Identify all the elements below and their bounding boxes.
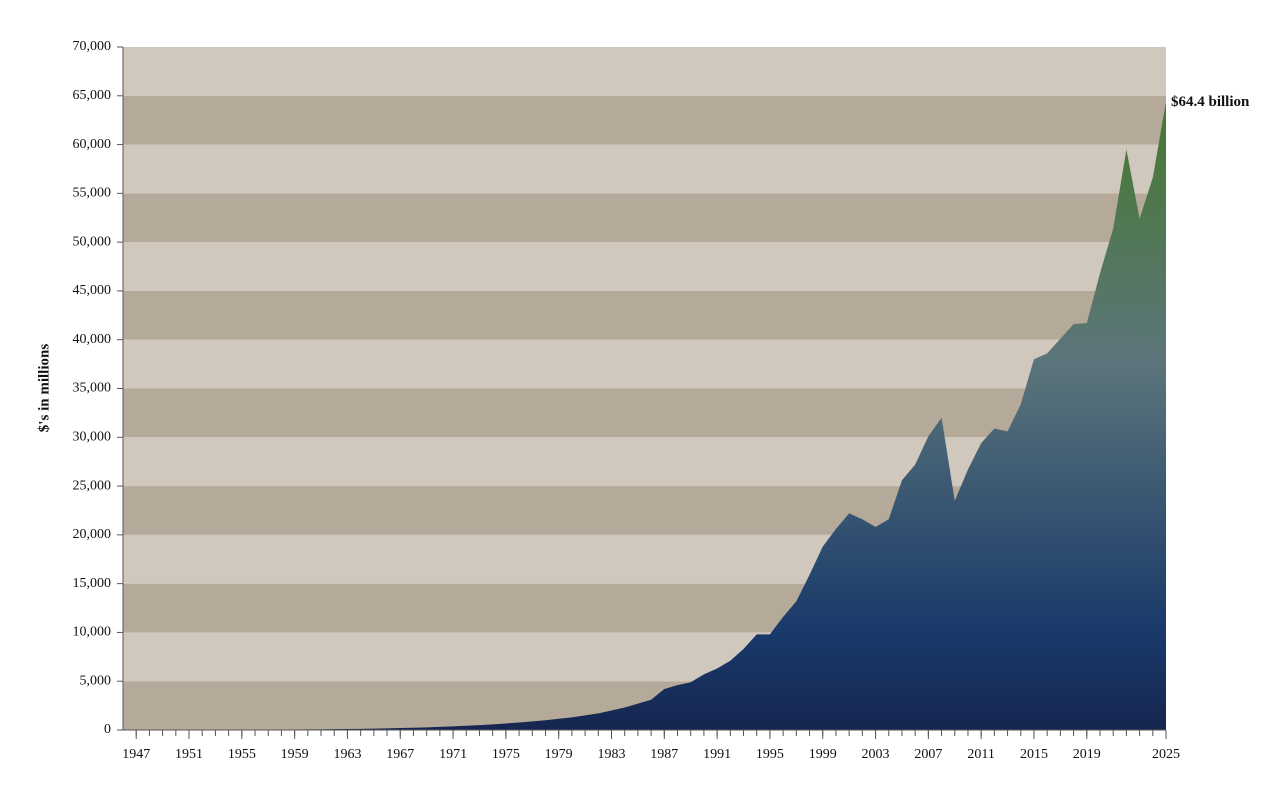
x-tick-label: 1947 — [122, 747, 150, 762]
y-tick-label: 30,000 — [73, 430, 112, 445]
grid-band — [123, 290, 1166, 340]
x-tick-label: 1975 — [492, 747, 520, 762]
x-tick-label: 2003 — [862, 747, 890, 762]
x-tick-label: 1995 — [756, 747, 784, 762]
x-tick-label: 1963 — [333, 747, 361, 762]
x-tick-label: 1971 — [439, 747, 467, 762]
x-tick-label: 2015 — [1020, 747, 1048, 762]
x-tick-label: 1955 — [228, 747, 256, 762]
area — [136, 101, 1167, 730]
grid-band — [123, 339, 1166, 389]
y-tick-label: 0 — [104, 722, 111, 737]
y-axis-label: $'s in millions — [36, 344, 52, 433]
x-tick-label: 1979 — [545, 747, 573, 762]
y-tick-label: 10,000 — [73, 625, 112, 640]
y-tick-label: 20,000 — [73, 527, 112, 542]
y-tick-label: 25,000 — [73, 478, 112, 493]
x-tick-label: 2019 — [1073, 747, 1101, 762]
y-tick-label: 5,000 — [80, 673, 112, 688]
grid-band — [123, 388, 1166, 438]
x-tick-label: 1959 — [281, 747, 309, 762]
x-tick-label: 1983 — [597, 747, 625, 762]
x-tick-label: 1987 — [650, 747, 678, 762]
grid-band — [123, 47, 1166, 96]
grid-band — [123, 193, 1166, 243]
y-tick-label: 70,000 — [73, 39, 112, 54]
x-tick-label: 1991 — [703, 747, 731, 762]
y-tick-label: 35,000 — [73, 381, 112, 396]
x-tick-label: 2025 — [1152, 747, 1180, 762]
y-tick-label: 15,000 — [73, 576, 112, 591]
y-tick-label: 55,000 — [73, 186, 112, 201]
x-tick-label: 1999 — [809, 747, 837, 762]
grid-band — [123, 144, 1166, 194]
grid-band — [123, 95, 1166, 145]
y-tick-label: 40,000 — [73, 332, 112, 347]
y-tick-label: 60,000 — [73, 137, 112, 152]
plot — [136, 101, 1167, 730]
x-tick-label: 2011 — [967, 747, 994, 762]
x-tick-label: 2007 — [914, 747, 942, 762]
y-tick-label: 45,000 — [73, 283, 112, 298]
annotation: $64.4 billion — [1171, 94, 1250, 110]
y-tick-label: 50,000 — [73, 234, 112, 249]
y-tick-label: 65,000 — [73, 88, 112, 103]
x-tick-label: 1951 — [175, 747, 203, 762]
grid-band — [123, 242, 1166, 291]
x-tick-label: 1967 — [386, 747, 414, 762]
